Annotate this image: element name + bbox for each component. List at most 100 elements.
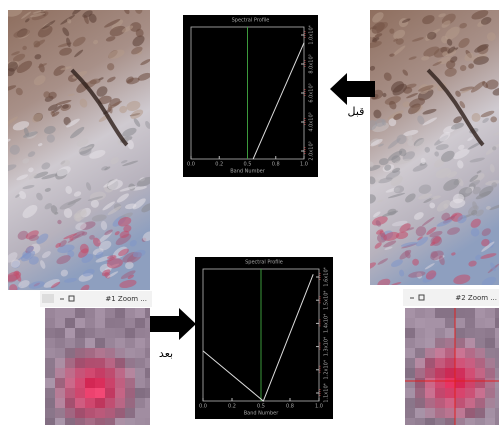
terrain	[22, 158, 30, 164]
terrain	[65, 186, 73, 194]
terrain	[430, 241, 436, 247]
terrain	[106, 258, 123, 269]
arrow-right	[150, 308, 196, 340]
pixel	[435, 398, 445, 408]
terrain	[370, 176, 376, 185]
terrain	[46, 134, 55, 143]
x-tick-label: 0.2	[228, 404, 236, 410]
terrain	[140, 58, 150, 66]
pixel	[455, 338, 465, 348]
terrain	[107, 206, 122, 215]
terrain	[481, 238, 490, 247]
terrain	[398, 148, 407, 157]
terrain	[95, 251, 104, 259]
pixel	[105, 398, 115, 408]
terrain	[145, 120, 150, 129]
pixel	[405, 338, 415, 348]
pixel	[95, 378, 105, 388]
terrain	[102, 201, 115, 211]
pixel	[465, 358, 475, 368]
terrain	[458, 187, 473, 198]
terrain	[26, 246, 34, 252]
pixel	[485, 328, 495, 338]
y-tick-label: 4.0x10³	[309, 112, 315, 131]
x-axis-label: Band Number	[230, 169, 265, 175]
pixel	[85, 358, 95, 368]
zoom-image	[405, 308, 499, 425]
pixel	[435, 368, 445, 378]
pixel	[85, 308, 95, 318]
x-tick-label: 0.5	[244, 162, 252, 168]
terrain	[384, 246, 393, 250]
terrain	[22, 204, 38, 219]
terrain	[89, 149, 106, 159]
terrain	[393, 113, 403, 121]
pixel	[465, 348, 475, 358]
pixel	[145, 348, 150, 358]
terrain	[36, 233, 49, 244]
terrain	[421, 216, 435, 227]
terrain	[422, 117, 438, 126]
pixel	[75, 388, 85, 398]
pixel	[435, 348, 445, 358]
pixel	[125, 388, 135, 398]
terrain	[28, 256, 39, 265]
terrain	[412, 258, 419, 266]
pixel	[65, 418, 75, 425]
pixel	[455, 418, 465, 425]
terrain	[137, 72, 150, 81]
pixel	[85, 388, 95, 398]
pixel	[415, 398, 425, 408]
terrain	[383, 72, 392, 81]
pixel	[415, 378, 425, 388]
terrain	[402, 69, 409, 76]
terrain	[122, 160, 139, 167]
pixel	[405, 408, 415, 418]
terrain	[8, 138, 11, 143]
terrain	[385, 170, 401, 180]
terrain	[457, 160, 464, 169]
terrain	[402, 101, 411, 108]
pixel	[495, 408, 499, 418]
pixel	[145, 318, 150, 328]
arrow-left	[330, 73, 375, 105]
pixel	[45, 368, 55, 378]
pixel	[65, 338, 75, 348]
terrain	[447, 46, 456, 54]
x-tick-label: 0.8	[286, 404, 294, 410]
terrain	[119, 105, 128, 114]
terrain	[480, 16, 492, 25]
pixel	[95, 388, 105, 398]
terrain	[33, 75, 46, 86]
terrain	[451, 122, 465, 130]
pixel	[405, 388, 415, 398]
pixel	[475, 408, 485, 418]
terrain	[37, 25, 53, 38]
x-tick-label: 0.2	[215, 162, 223, 168]
terrain	[422, 15, 435, 25]
terrain	[22, 185, 35, 190]
x-tick-label: 0.8	[272, 162, 280, 168]
pixel	[445, 348, 455, 358]
terrain	[77, 146, 93, 152]
title-bar	[403, 289, 499, 306]
terrain	[373, 211, 381, 218]
terrain	[74, 49, 84, 58]
terrain	[438, 255, 445, 266]
close-button[interactable]	[42, 294, 54, 303]
terrain	[23, 131, 38, 138]
maximize-button[interactable]	[68, 295, 75, 302]
maximize-button[interactable]	[418, 294, 425, 301]
pixel	[425, 418, 435, 425]
terrain	[90, 199, 99, 208]
terrain	[396, 134, 407, 145]
pixel	[75, 368, 85, 378]
pixel	[65, 308, 75, 318]
pixel	[45, 308, 55, 318]
pixel	[415, 418, 425, 425]
terrain	[475, 254, 482, 261]
terrain	[469, 179, 481, 187]
terrain	[47, 104, 58, 111]
terrain	[411, 37, 424, 42]
pixel	[465, 318, 475, 328]
